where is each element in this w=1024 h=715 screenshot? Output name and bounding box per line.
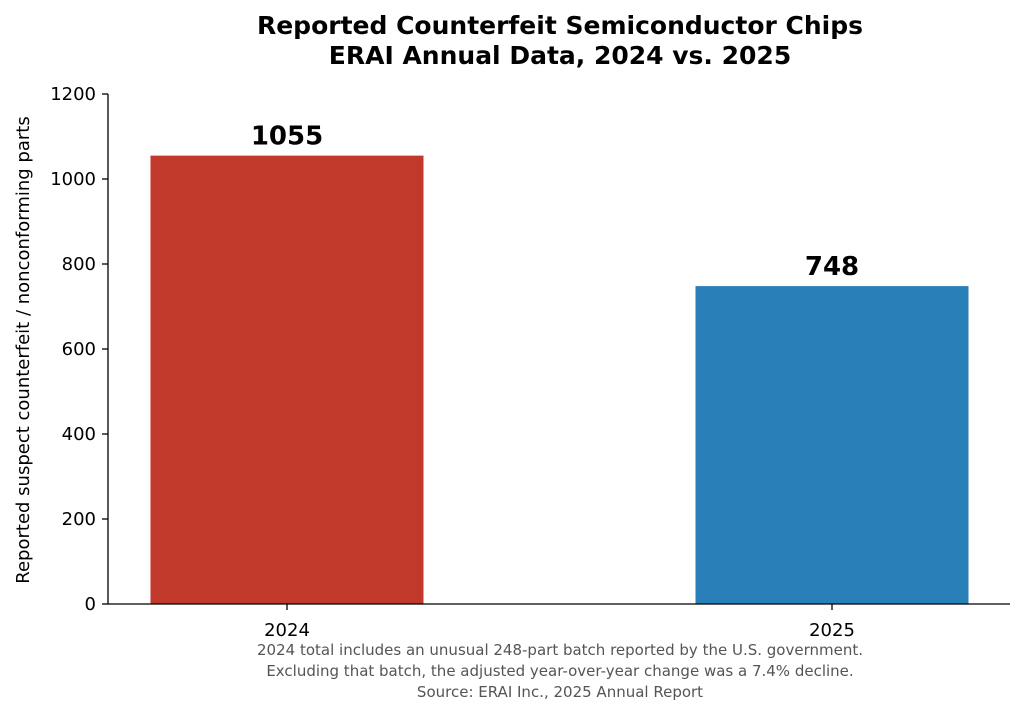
footnote-source: Source: ERAI Inc., 2025 Annual Report — [417, 683, 703, 701]
bars-group — [150, 155, 969, 604]
y-tick-label-600: 600 — [62, 339, 96, 360]
footnote-line-2: Excluding that batch, the adjusted year-… — [266, 662, 853, 680]
y-axis-label: Reported suspect counterfeit / nonconfor… — [13, 116, 34, 583]
value-label-2024: 1055 — [251, 122, 323, 152]
value-label-2025: 748 — [805, 252, 859, 282]
chart-title-line-1: Reported Counterfeit Semiconductor Chips — [257, 11, 863, 40]
y-tick-label-1000: 1000 — [50, 169, 96, 190]
footnote-line-1: 2024 total includes an unusual 248-part … — [257, 641, 863, 659]
y-tick-label-0: 0 — [85, 594, 96, 615]
x-axis-ticks: 2024 2025 — [264, 604, 855, 641]
bar-2024 — [150, 155, 424, 604]
x-tick-label-2024: 2024 — [264, 620, 310, 641]
value-labels-group: 1055 748 — [251, 122, 859, 282]
bar-2025 — [695, 286, 969, 604]
y-tick-label-400: 400 — [62, 424, 96, 445]
y-tick-label-1200: 1200 — [50, 84, 96, 105]
y-tick-label-200: 200 — [62, 509, 96, 530]
y-axis-ticks: 0 200 400 600 800 1000 1200 — [50, 84, 108, 615]
y-tick-label-800: 800 — [62, 254, 96, 275]
chart-title-line-2: ERAI Annual Data, 2024 vs. 2025 — [329, 41, 791, 70]
x-tick-label-2025: 2025 — [809, 620, 855, 641]
